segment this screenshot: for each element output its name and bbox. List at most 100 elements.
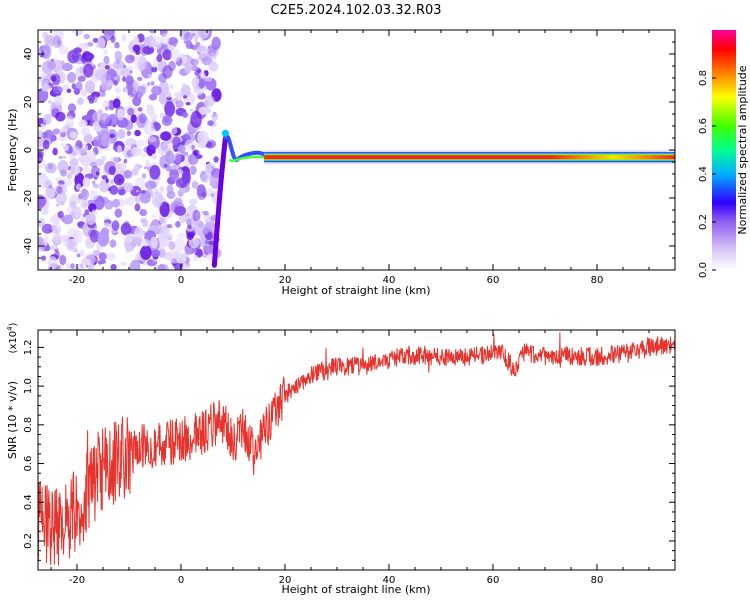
noise-blob (187, 224, 192, 230)
noise-blob (61, 62, 73, 72)
noise-blob (40, 255, 47, 261)
noise-blob (172, 136, 181, 148)
noise-blob (189, 108, 194, 112)
noise-blob (190, 58, 199, 66)
noise-blob (95, 69, 107, 81)
spectrogram-panel: -20 0 20 40 60 80 -40 -20 0 20 40 Height of straig… (6, 29, 676, 297)
noise-blob (116, 108, 126, 118)
noise-blob (92, 183, 100, 189)
noise-blob (175, 100, 184, 108)
noise-blob (80, 252, 85, 257)
noise-blob (168, 169, 180, 181)
noise-blob (82, 166, 90, 175)
noise-blob (186, 213, 190, 217)
noise-blob (60, 169, 67, 177)
spectrogram-y-axis-label: Frequency (Hz) (6, 109, 19, 192)
noise-blob (52, 147, 58, 156)
transition-streak (211, 135, 228, 268)
colorbar-label: Normalized spectral amplitude (736, 65, 749, 234)
x-tick-label: -20 (69, 275, 85, 286)
noise-blob (87, 94, 96, 101)
noise-blob (152, 259, 157, 262)
noise-blob (160, 33, 170, 45)
noise-blob (56, 186, 63, 194)
noise-blob (101, 80, 108, 90)
noise-blob (166, 224, 173, 229)
noise-blob (149, 165, 161, 180)
noise-blob (109, 185, 119, 195)
y-tick-label: 1.2 (23, 339, 34, 355)
noise-blob (185, 218, 192, 226)
noise-blob (197, 130, 209, 146)
noise-blob (60, 60, 65, 65)
noise-blob (137, 107, 143, 112)
noise-blob (112, 156, 119, 165)
noise-blob (166, 92, 172, 98)
transition-core (228, 155, 265, 163)
noise-blob (58, 156, 63, 159)
noise-blob (123, 158, 128, 164)
noise-blob (183, 31, 194, 42)
noise-blob (66, 206, 75, 214)
noise-blob (144, 180, 157, 190)
noise-blob (66, 171, 73, 179)
noise-blob (117, 186, 125, 196)
noise-blob (67, 103, 77, 113)
noise-blob (198, 106, 210, 115)
noise-blob (111, 198, 120, 208)
noise-blob (70, 166, 76, 174)
noise-blob (120, 222, 132, 236)
noise-blob (168, 241, 176, 251)
noise-blob (117, 129, 126, 139)
colorbar-gradient (712, 30, 736, 270)
noise-blob (39, 123, 46, 129)
noise-blob (141, 152, 147, 158)
noise-blob (41, 223, 54, 234)
noise-blob (170, 126, 178, 135)
noise-blob (38, 150, 44, 158)
noise-blob (182, 170, 191, 184)
noise-blob (80, 57, 84, 62)
noise-blob (189, 165, 197, 175)
noise-blob (92, 249, 101, 257)
noise-blob (112, 98, 121, 109)
noise-blob (91, 180, 96, 185)
noise-blob (192, 209, 201, 222)
noise-blob (141, 238, 151, 247)
noise-blob (124, 120, 134, 131)
noise-blob (124, 233, 133, 244)
noise-blob (185, 40, 193, 49)
noise-blob (109, 239, 117, 248)
noise-blob (104, 106, 109, 111)
colorbar-tick-label: 0.4 (698, 166, 709, 182)
noise-blob (103, 236, 109, 242)
noise-blob (100, 259, 106, 264)
noise-blob (56, 203, 60, 207)
noise-blob (44, 245, 51, 252)
noise-blob (77, 221, 85, 228)
noise-blob (97, 109, 103, 115)
noise-blob (98, 252, 107, 261)
noise-blob (134, 163, 141, 171)
noise-blob (87, 263, 95, 270)
colorbar-tick-label: 0.6 (698, 118, 709, 134)
noise-blob (151, 128, 156, 132)
noise-blob (107, 80, 114, 86)
noise-blob (151, 66, 158, 73)
snr-y-multiplier-exponent: 4 (6, 326, 14, 331)
noise-blob (159, 229, 172, 247)
snr-frame (37, 329, 676, 571)
y-tick-label: 40 (23, 48, 34, 61)
y-tick-label: 0.4 (23, 494, 34, 510)
noise-blob (62, 214, 74, 225)
noise-blob (191, 181, 199, 189)
noise-blob (175, 221, 181, 228)
noise-blob (204, 240, 209, 245)
noise-blob (67, 71, 77, 83)
noise-blob (50, 224, 57, 231)
noise-blob (148, 43, 152, 48)
noise-blob (73, 248, 79, 253)
noise-blob (65, 262, 72, 270)
noise-blob (151, 214, 156, 218)
noise-blob (126, 130, 132, 136)
